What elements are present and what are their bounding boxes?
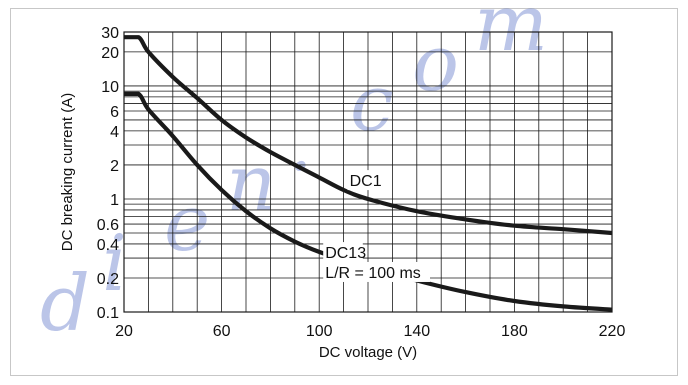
annotation-label: DC13 (325, 245, 366, 262)
watermark-letter: o (412, 19, 459, 109)
x-tick-label: 20 (115, 323, 133, 340)
annotations: DC1 DC13 L/R = 100 ms (323, 170, 430, 282)
y-tick-label: 0.1 (97, 305, 119, 322)
x-tick-label: 140 (403, 323, 430, 340)
annotation-label: L/R = 100 ms (325, 265, 421, 282)
x-tick-label: 220 (599, 323, 626, 340)
y-axis-title: DC breaking current (A) (59, 93, 76, 251)
y-tick-label: 6 (110, 104, 119, 121)
plot-area-border (123, 31, 613, 313)
y-tick-label: 10 (101, 79, 119, 96)
y-tick-label: 30 (101, 25, 119, 42)
watermark-letter: m (474, 0, 548, 69)
x-tick-label: 180 (501, 323, 528, 340)
x-tick-label: 100 (306, 323, 333, 340)
chart-series (124, 35, 613, 312)
x-tick-label: 60 (213, 323, 231, 340)
y-tick-label: 0.4 (97, 237, 119, 254)
series-line-dc1 (124, 35, 613, 236)
annotation-background (323, 242, 363, 263)
annotation-label: DC1 (350, 173, 382, 190)
annotation-background (347, 170, 379, 191)
y-tick-label: 2 (110, 158, 119, 175)
watermark-letter: c (350, 59, 394, 149)
tick-labels: 20 60 100 140 180 220 0.1 0.2 0.4 0.6 1 2 4 6 10 20 30 (97, 25, 626, 340)
watermark-letter: . (288, 99, 313, 189)
x-axis-title: DC voltage (V) (319, 344, 417, 361)
y-tick-label: 4 (110, 124, 119, 141)
watermark-letter: i (102, 219, 127, 309)
y-tick-label: 0.6 (97, 217, 119, 234)
y-tick-label: 0.2 (97, 271, 119, 288)
y-tick-label: 20 (101, 45, 119, 62)
series-line-dc13 (124, 91, 613, 312)
y-tick-label: 1 (110, 192, 119, 209)
watermark-letter: d (40, 259, 90, 349)
annotation-background (323, 261, 430, 282)
